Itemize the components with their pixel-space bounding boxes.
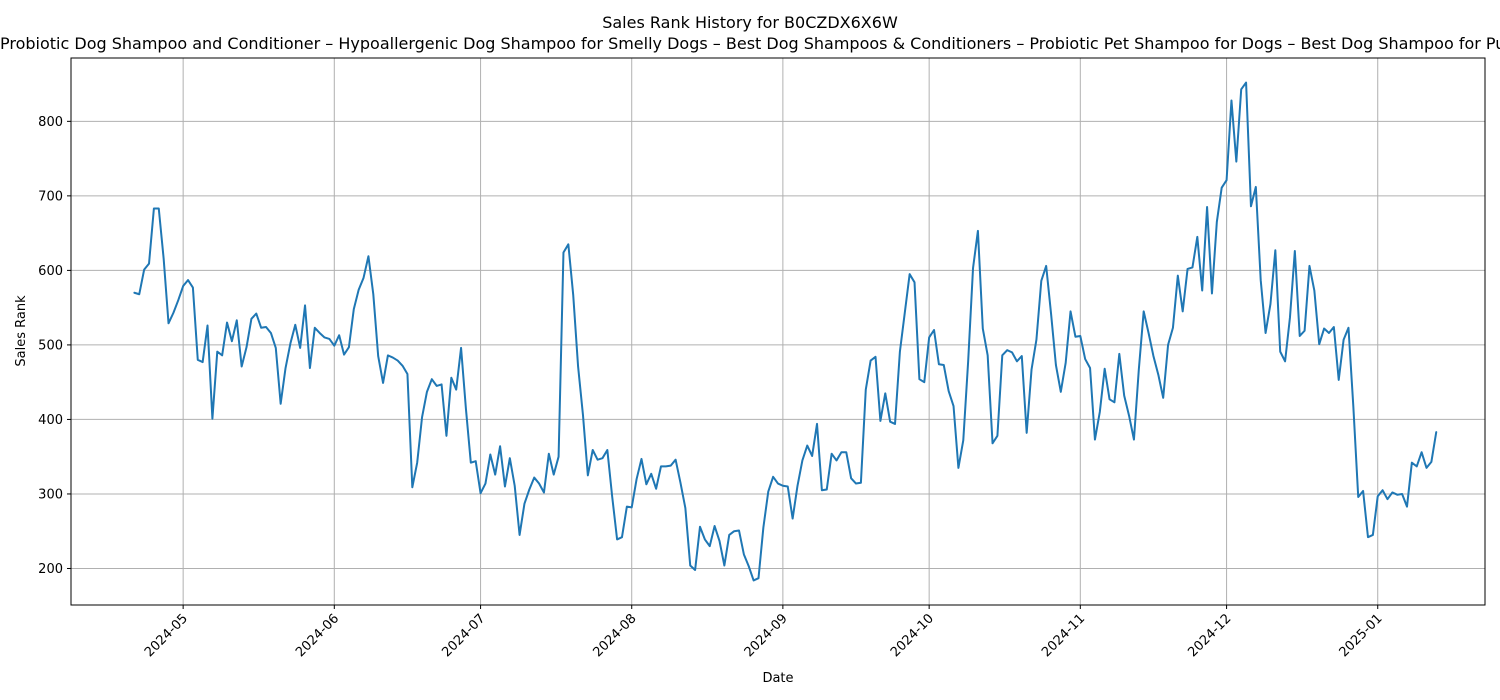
y-tick-label: 700 [38,189,63,204]
x-axis-ticks: 2024-05 2024-06 2024-07 2024-08 2024-09 2024-… [142,605,1386,660]
x-tick-label: 2024-11 [1039,611,1088,660]
grid-lines [71,58,1485,605]
y-tick-label: 500 [38,338,63,353]
x-tick-label: 2024-05 [142,611,191,660]
y-axis-label: Sales Rank [14,295,29,367]
plot-frame [70,57,1486,606]
y-tick-label: 300 [38,487,63,502]
plot-area [71,58,1485,605]
y-tick-label: 600 [38,264,63,279]
y-axis-ticks: 200 300 400 500 600 700 800 [38,115,71,577]
y-tick-label: 800 [38,115,63,130]
x-tick-label: 2025-01 [1337,611,1386,660]
series-line [133,81,1438,582]
x-tick-label: 2024-06 [293,611,342,660]
x-axis-label: Date [762,671,793,686]
x-tick-label: 2024-12 [1185,611,1234,660]
y-tick-label: 400 [38,413,63,428]
chart-title: Sales Rank History for B0CZDX6X6W [602,13,898,32]
x-tick-label: 2024-08 [591,611,640,660]
x-tick-label: 2024-09 [742,611,791,660]
x-tick-label: 2024-10 [888,611,937,660]
y-tick-label: 200 [38,562,63,577]
chart-subtitle: Probiotic Dog Shampoo and Conditioner – … [0,34,1500,53]
x-tick-label: 2024-07 [439,611,488,660]
